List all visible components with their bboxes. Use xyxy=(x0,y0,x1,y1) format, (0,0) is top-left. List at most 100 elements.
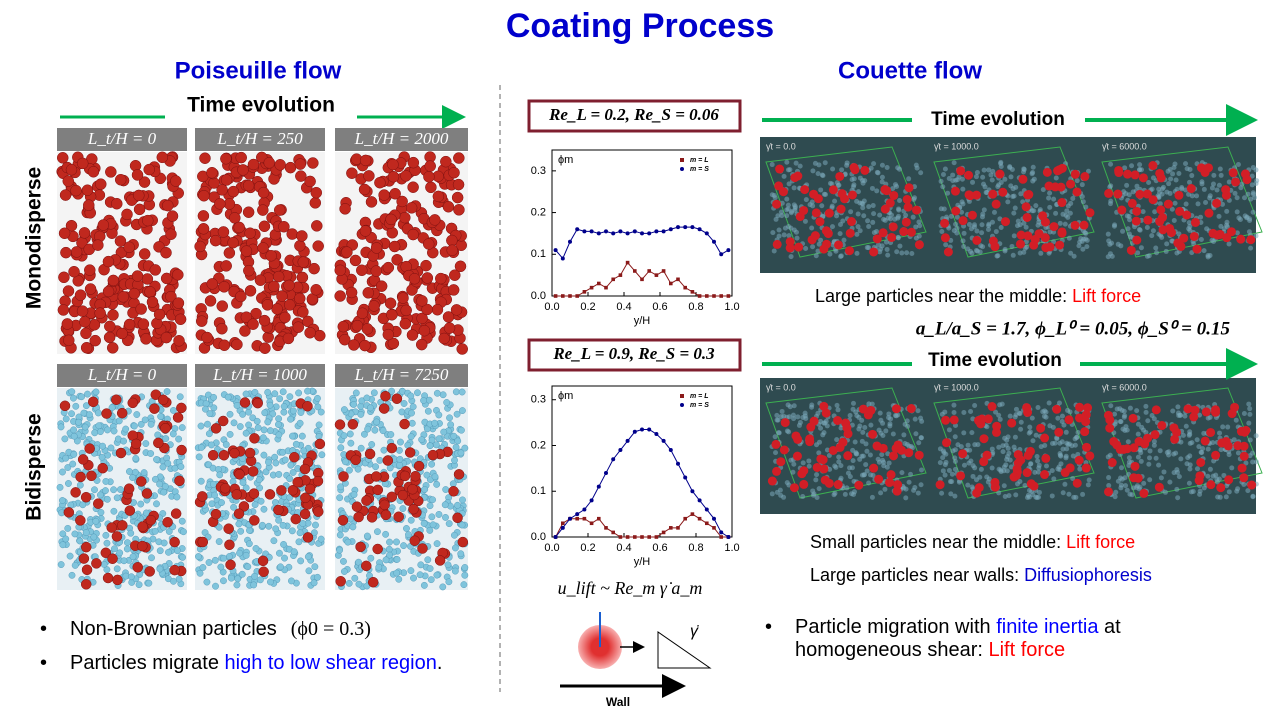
particle xyxy=(386,491,398,503)
particle xyxy=(172,412,184,423)
particle xyxy=(434,555,446,566)
particle xyxy=(1018,174,1028,184)
particle xyxy=(1113,189,1123,199)
particle xyxy=(460,581,468,589)
particle xyxy=(904,250,910,256)
particle xyxy=(237,164,249,176)
particle xyxy=(816,162,822,168)
particle xyxy=(815,248,821,254)
particle xyxy=(989,219,995,225)
particle xyxy=(771,248,777,254)
particle xyxy=(1047,423,1053,429)
particle xyxy=(879,162,885,168)
particle xyxy=(240,245,253,257)
particle xyxy=(262,468,270,476)
particle xyxy=(351,501,363,512)
particle xyxy=(1051,476,1057,482)
particle xyxy=(1074,178,1080,184)
particle xyxy=(271,303,283,315)
particle xyxy=(100,561,108,568)
particle xyxy=(836,459,842,465)
particle xyxy=(239,410,247,418)
particle xyxy=(918,170,924,176)
particle xyxy=(176,393,184,401)
particle xyxy=(810,168,816,174)
particle xyxy=(1134,408,1140,414)
particle xyxy=(374,528,381,536)
particle xyxy=(363,394,371,402)
particle xyxy=(1025,492,1031,498)
y-tick-label: 0.1 xyxy=(531,248,546,260)
particle xyxy=(1079,182,1085,188)
particle xyxy=(1125,226,1131,232)
particle xyxy=(785,202,791,208)
particle xyxy=(882,486,888,492)
particle xyxy=(838,222,844,228)
particle xyxy=(110,427,118,435)
particle xyxy=(1135,454,1141,460)
x-tick-label: 1.0 xyxy=(724,542,739,554)
particle xyxy=(867,452,873,458)
particle xyxy=(802,413,808,419)
particle xyxy=(425,396,433,404)
marker xyxy=(683,475,688,480)
particle xyxy=(774,417,780,423)
particle xyxy=(123,318,136,331)
particle xyxy=(393,556,401,563)
particle xyxy=(242,484,250,492)
particle xyxy=(1130,461,1140,471)
particle xyxy=(794,242,804,252)
particle xyxy=(1247,406,1253,412)
particle xyxy=(1012,205,1018,211)
particle xyxy=(964,170,974,180)
particle xyxy=(829,224,835,230)
particle xyxy=(1138,458,1144,464)
particle xyxy=(363,170,375,182)
particle xyxy=(961,230,967,236)
particle xyxy=(1001,483,1007,489)
particle xyxy=(279,388,287,396)
particle xyxy=(1119,407,1125,413)
particle xyxy=(93,498,104,509)
particle xyxy=(954,177,960,183)
particle xyxy=(248,488,260,499)
particle xyxy=(806,463,812,469)
text: . xyxy=(437,652,443,674)
particle xyxy=(777,487,783,493)
particle xyxy=(292,321,305,333)
particle xyxy=(243,264,255,277)
particle xyxy=(903,495,909,501)
particle xyxy=(408,272,421,285)
particle xyxy=(251,388,259,396)
marker xyxy=(690,489,695,494)
particle xyxy=(299,508,311,520)
particle xyxy=(68,571,76,579)
particle xyxy=(1235,486,1241,492)
particle xyxy=(310,283,322,296)
particle xyxy=(778,209,784,215)
panel-label: γ̇t = 0.0 xyxy=(766,141,796,151)
particle xyxy=(194,240,206,253)
particle xyxy=(1127,234,1133,240)
particle xyxy=(1021,202,1031,212)
particle xyxy=(370,265,383,277)
particle xyxy=(220,174,233,186)
particle xyxy=(439,391,447,399)
particle xyxy=(352,389,360,397)
particle xyxy=(947,479,953,485)
particle xyxy=(1070,195,1076,201)
particle xyxy=(341,246,353,258)
particle xyxy=(1182,413,1188,419)
particle xyxy=(836,454,842,460)
particle xyxy=(264,418,272,426)
particle xyxy=(337,483,344,491)
particle xyxy=(906,227,916,237)
particle xyxy=(68,265,80,278)
particle xyxy=(173,493,181,501)
particle xyxy=(149,403,160,414)
particle xyxy=(396,447,403,454)
particle xyxy=(1201,248,1207,254)
particle xyxy=(359,225,372,237)
particle xyxy=(372,463,379,471)
particle xyxy=(786,233,792,239)
